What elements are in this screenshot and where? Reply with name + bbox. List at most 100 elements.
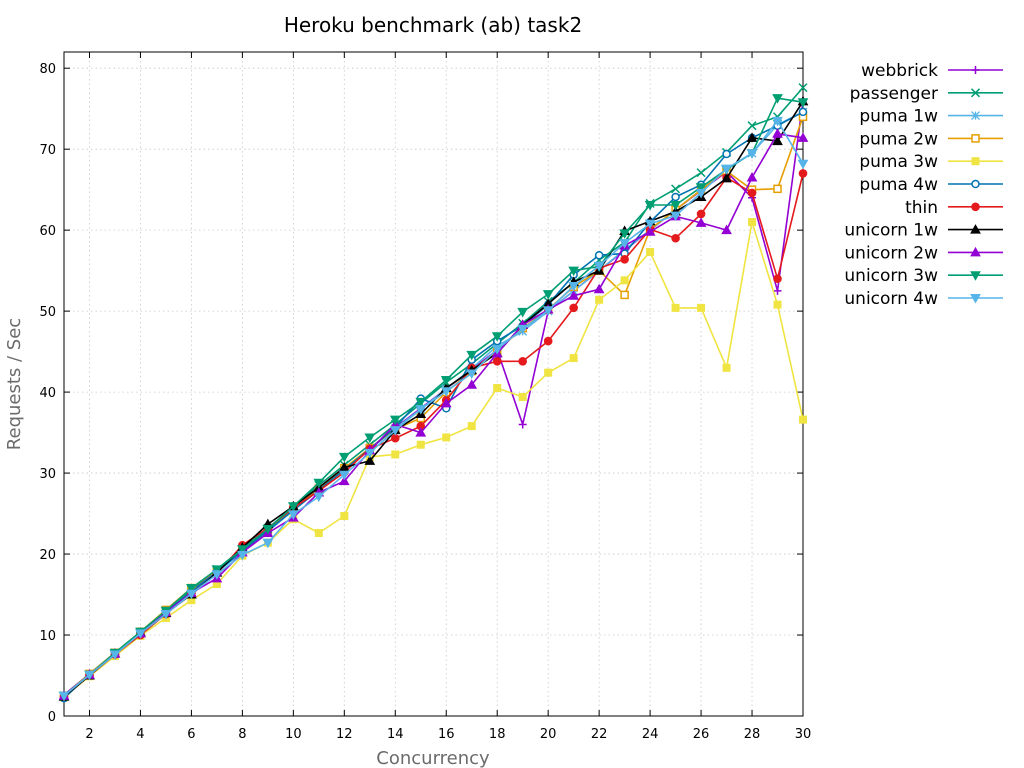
legend-item-puma-2w: puma 2w — [859, 129, 1003, 149]
legend-label: thin — [905, 198, 938, 218]
data-point-thin — [773, 274, 782, 284]
data-point-unicorn-4w — [440, 387, 452, 397]
data-point-unicorn-4w — [364, 448, 376, 459]
data-point-puma-4w — [594, 250, 604, 260]
legend-label: puma 1w — [859, 107, 938, 127]
data-point-unicorn-3w — [415, 397, 427, 408]
data-point-unicorn-4w — [262, 538, 274, 549]
data-point-passenger — [798, 83, 808, 93]
y-tick-label: 30 — [39, 467, 56, 482]
data-point-puma-3w — [722, 363, 731, 372]
legend-marker — [971, 202, 980, 212]
data-point-puma-3w — [748, 218, 757, 227]
data-point-unicorn-2w — [721, 224, 732, 235]
data-point-unicorn-2w — [440, 397, 452, 408]
data-point-unicorn-3w — [695, 183, 707, 193]
data-point-puma-2w — [773, 184, 782, 194]
data-point-unicorn-4w — [568, 282, 580, 292]
plot-frame — [63, 51, 804, 717]
x-tick-label: 12 — [336, 727, 353, 742]
x-tick-label: 20 — [540, 727, 557, 742]
data-point-unicorn-4w — [772, 116, 783, 127]
data-point-thin — [671, 233, 680, 243]
y-axis-label: Requests / Sec — [4, 318, 25, 450]
data-point-unicorn-2w — [644, 226, 656, 236]
data-point-puma-3w — [518, 392, 527, 401]
data-point-unicorn-3w — [211, 565, 223, 575]
y-tick-label: 0 — [48, 710, 56, 725]
data-point-unicorn-4w — [721, 164, 732, 175]
legend-marker — [971, 157, 980, 166]
data-point-unicorn-4w — [517, 324, 529, 335]
data-point-unicorn-2w — [593, 283, 605, 294]
x-tick-label: 16 — [438, 727, 455, 742]
x-axis-label: Concurrency — [376, 748, 490, 768]
legend-marker — [970, 271, 981, 281]
y-tick-label: 40 — [39, 386, 56, 401]
legend-label: unicorn 3w — [844, 266, 938, 286]
data-point-unicorn-4w — [746, 149, 758, 159]
series-unicorn-4w — [58, 116, 809, 702]
data-point-unicorn-2w — [415, 427, 427, 437]
data-point-unicorn-1w — [721, 172, 732, 183]
data-point-thin — [543, 336, 553, 346]
data-point-unicorn-4w — [542, 306, 554, 316]
data-point-unicorn-4w — [338, 470, 350, 481]
data-point-puma-3w — [493, 384, 502, 393]
data-point-unicorn-4w — [313, 492, 325, 503]
data-point-unicorn-4w — [135, 629, 146, 639]
x-tick-label: 28 — [744, 727, 761, 742]
data-point-unicorn-3w — [440, 375, 452, 386]
data-point-unicorn-3w — [542, 290, 554, 300]
data-point-unicorn-3w — [389, 415, 401, 426]
data-point-unicorn-4w — [211, 570, 223, 580]
data-point-thin — [798, 169, 808, 178]
data-point-unicorn-4w — [619, 239, 630, 249]
data-point-puma-3w — [595, 295, 604, 304]
data-point-unicorn-4w — [237, 550, 248, 561]
legend-label: unicorn 2w — [844, 243, 938, 263]
legend-item-unicorn-3w: unicorn 3w — [844, 266, 1003, 286]
data-point-unicorn-4w — [670, 211, 681, 222]
legend-item-webbrick: webbrick — [861, 61, 1003, 81]
data-point-unicorn-4w — [186, 589, 197, 600]
legend-label: webbrick — [861, 61, 938, 81]
legend-label: unicorn 1w — [844, 221, 938, 241]
axis-ticks: 2 4 6 8 10 12 14 16 18 20 22 24 26 28 3001020304050607… — [39, 52, 811, 742]
data-point-unicorn-3w — [287, 502, 299, 512]
data-point-puma-3w — [314, 528, 323, 537]
legend-label: passenger — [850, 84, 938, 104]
data-point-puma-3w — [442, 433, 451, 442]
data-point-unicorn-3w — [364, 433, 376, 443]
data-point-puma-2w — [620, 290, 629, 300]
data-point-webbrick — [518, 420, 527, 429]
data-point-unicorn-4w — [160, 609, 172, 620]
data-point-thin — [492, 357, 502, 366]
data-point-passenger — [671, 184, 681, 194]
data-point-unicorn-2w — [746, 171, 758, 182]
legend-item-thin: thin — [905, 198, 1003, 218]
data-point-unicorn-3w — [262, 524, 274, 535]
series-thin — [59, 169, 808, 701]
data-point-puma-4w — [722, 149, 731, 159]
data-point-unicorn-3w — [491, 332, 503, 342]
data-point-passenger — [747, 121, 757, 131]
y-tick-label: 10 — [39, 629, 56, 644]
data-point-unicorn-4w — [644, 219, 656, 230]
data-point-unicorn-3w — [797, 98, 809, 108]
legend-item-unicorn-2w: unicorn 2w — [844, 243, 1003, 263]
series-line-unicorn-4w — [63, 120, 804, 697]
data-point-unicorn-4w — [797, 159, 809, 170]
data-point-unicorn-1w — [772, 135, 783, 146]
x-tick-label: 22 — [591, 727, 608, 742]
data-point-unicorn-2w — [466, 379, 478, 389]
x-tick-label: 18 — [489, 727, 506, 742]
legend-label: unicorn 4w — [844, 289, 938, 309]
x-tick-label: 4 — [136, 727, 144, 742]
series-line-puma-2w — [63, 116, 804, 697]
data-point-unicorn-4w — [466, 369, 478, 379]
legend-marker — [971, 179, 980, 189]
y-tick-label: 80 — [39, 62, 56, 77]
legend-item-unicorn-4w: unicorn 4w — [844, 289, 1003, 309]
data-point-unicorn-4w — [109, 650, 121, 660]
